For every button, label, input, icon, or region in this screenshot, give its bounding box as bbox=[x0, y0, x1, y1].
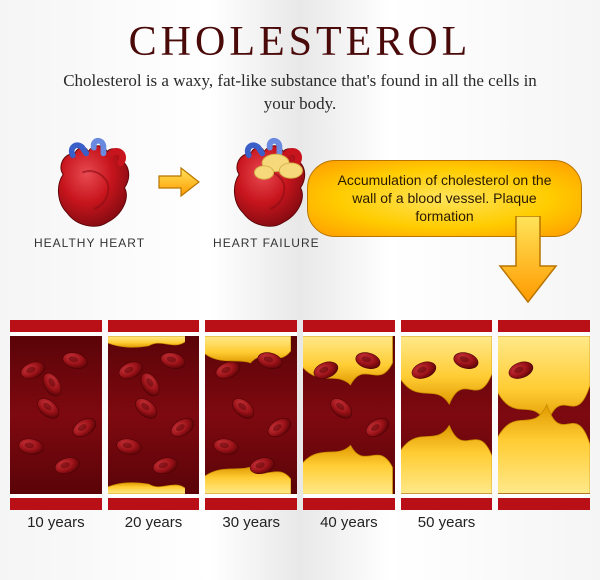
year-label: 50 years bbox=[401, 514, 493, 531]
healthy-heart-icon bbox=[44, 134, 136, 234]
vessel-panel bbox=[401, 320, 493, 510]
year-label bbox=[498, 514, 590, 531]
failure-heart-label: HEART FAILURE bbox=[213, 236, 320, 250]
failure-heart: HEART FAILURE bbox=[213, 134, 320, 250]
healthy-heart: HEALTHY HEART bbox=[34, 134, 145, 250]
vessel-timeline bbox=[0, 320, 600, 510]
healthy-heart-label: HEALTHY HEART bbox=[34, 236, 145, 250]
subtitle: Cholesterol is a waxy, fat-like substanc… bbox=[0, 66, 600, 116]
year-labels: 10 years 20 years 30 years 40 years 50 years bbox=[0, 514, 600, 531]
year-label: 30 years bbox=[205, 514, 297, 531]
year-label: 20 years bbox=[108, 514, 200, 531]
vessel-panel bbox=[498, 320, 590, 510]
year-label: 10 years bbox=[10, 514, 102, 531]
vessel-panel bbox=[205, 320, 297, 510]
callout: Accumulation of cholesterol on the wall … bbox=[307, 160, 582, 237]
vessel-panel bbox=[108, 320, 200, 510]
failure-heart-icon bbox=[220, 134, 312, 234]
year-label: 40 years bbox=[303, 514, 395, 531]
vessel-panel bbox=[10, 320, 102, 510]
vessel-panel bbox=[303, 320, 395, 510]
page-title: CHOLESTEROL bbox=[0, 0, 600, 66]
arrow-right-icon bbox=[157, 164, 201, 200]
callout-arrow-icon bbox=[498, 216, 558, 304]
